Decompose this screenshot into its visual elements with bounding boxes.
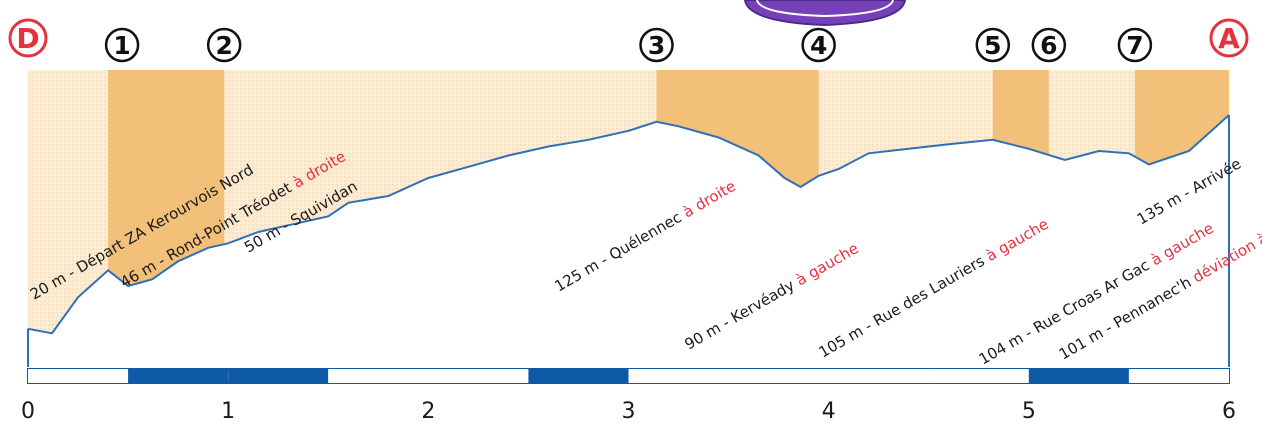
tick-label-3: 3: [622, 399, 636, 424]
svg-text:4: 4: [810, 31, 827, 60]
top-badge-decoration: [743, 0, 907, 27]
tick-label-6: 6: [1222, 399, 1236, 424]
waypoint-marker-6: 6: [1031, 27, 1067, 63]
scalebar-segment: [428, 369, 529, 383]
start-marker: D: [8, 18, 48, 58]
annotation-4: 125 m - Quélennec à droite: [551, 177, 738, 296]
scalebar-segment: [1028, 369, 1129, 383]
tick-label-4: 4: [822, 399, 836, 424]
distance-scale-bar: [27, 368, 1230, 384]
annotation-9: 135 m - Arrivée: [1134, 154, 1244, 228]
scalebar-segment: [228, 369, 329, 383]
tick-label-5: 5: [1022, 399, 1036, 424]
svg-text:2: 2: [215, 31, 232, 60]
elevation-profile-line: [27, 114, 1230, 335]
scalebar-segment: [1128, 369, 1229, 383]
waypoint-marker-4: 4: [801, 27, 836, 63]
svg-text:5: 5: [984, 31, 1001, 60]
scalebar-segment: [828, 369, 929, 383]
scalebar-segment: [528, 369, 629, 383]
scalebar-segment: [628, 369, 729, 383]
waypoint-marker-2: 2: [206, 27, 242, 63]
end-marker: A: [1209, 18, 1249, 58]
tick-label-1: 1: [221, 399, 235, 424]
svg-text:7: 7: [1126, 31, 1143, 60]
waypoint-markers: 1 2 3 4 5 6 7: [104, 27, 1153, 63]
tick-label-2: 2: [421, 399, 435, 424]
profile-right-edge: [27, 115, 1230, 367]
annotation-8: 101 m - Pennanec'h déviation à droite: [1056, 205, 1262, 364]
x-axis-ticks: 0 1 2 3 4 5 6: [21, 399, 1236, 424]
svg-text:1: 1: [113, 31, 130, 60]
svg-text:D: D: [16, 22, 39, 55]
scalebar-segment: [328, 369, 429, 383]
waypoint-marker-5: 5: [975, 27, 1011, 63]
waypoint-marker-3: 3: [639, 27, 674, 63]
scalebar-segment: [928, 369, 1029, 383]
tick-label-0: 0: [21, 399, 35, 424]
waypoint-marker-1: 1: [104, 27, 140, 63]
svg-text:A: A: [1218, 22, 1240, 55]
scalebar-segment: [728, 369, 829, 383]
svg-text:3: 3: [648, 31, 665, 60]
scalebar-segment: [128, 369, 229, 383]
svg-text:6: 6: [1040, 31, 1057, 60]
scalebar-segment: [28, 369, 129, 383]
waypoint-marker-7: 7: [1117, 27, 1153, 63]
